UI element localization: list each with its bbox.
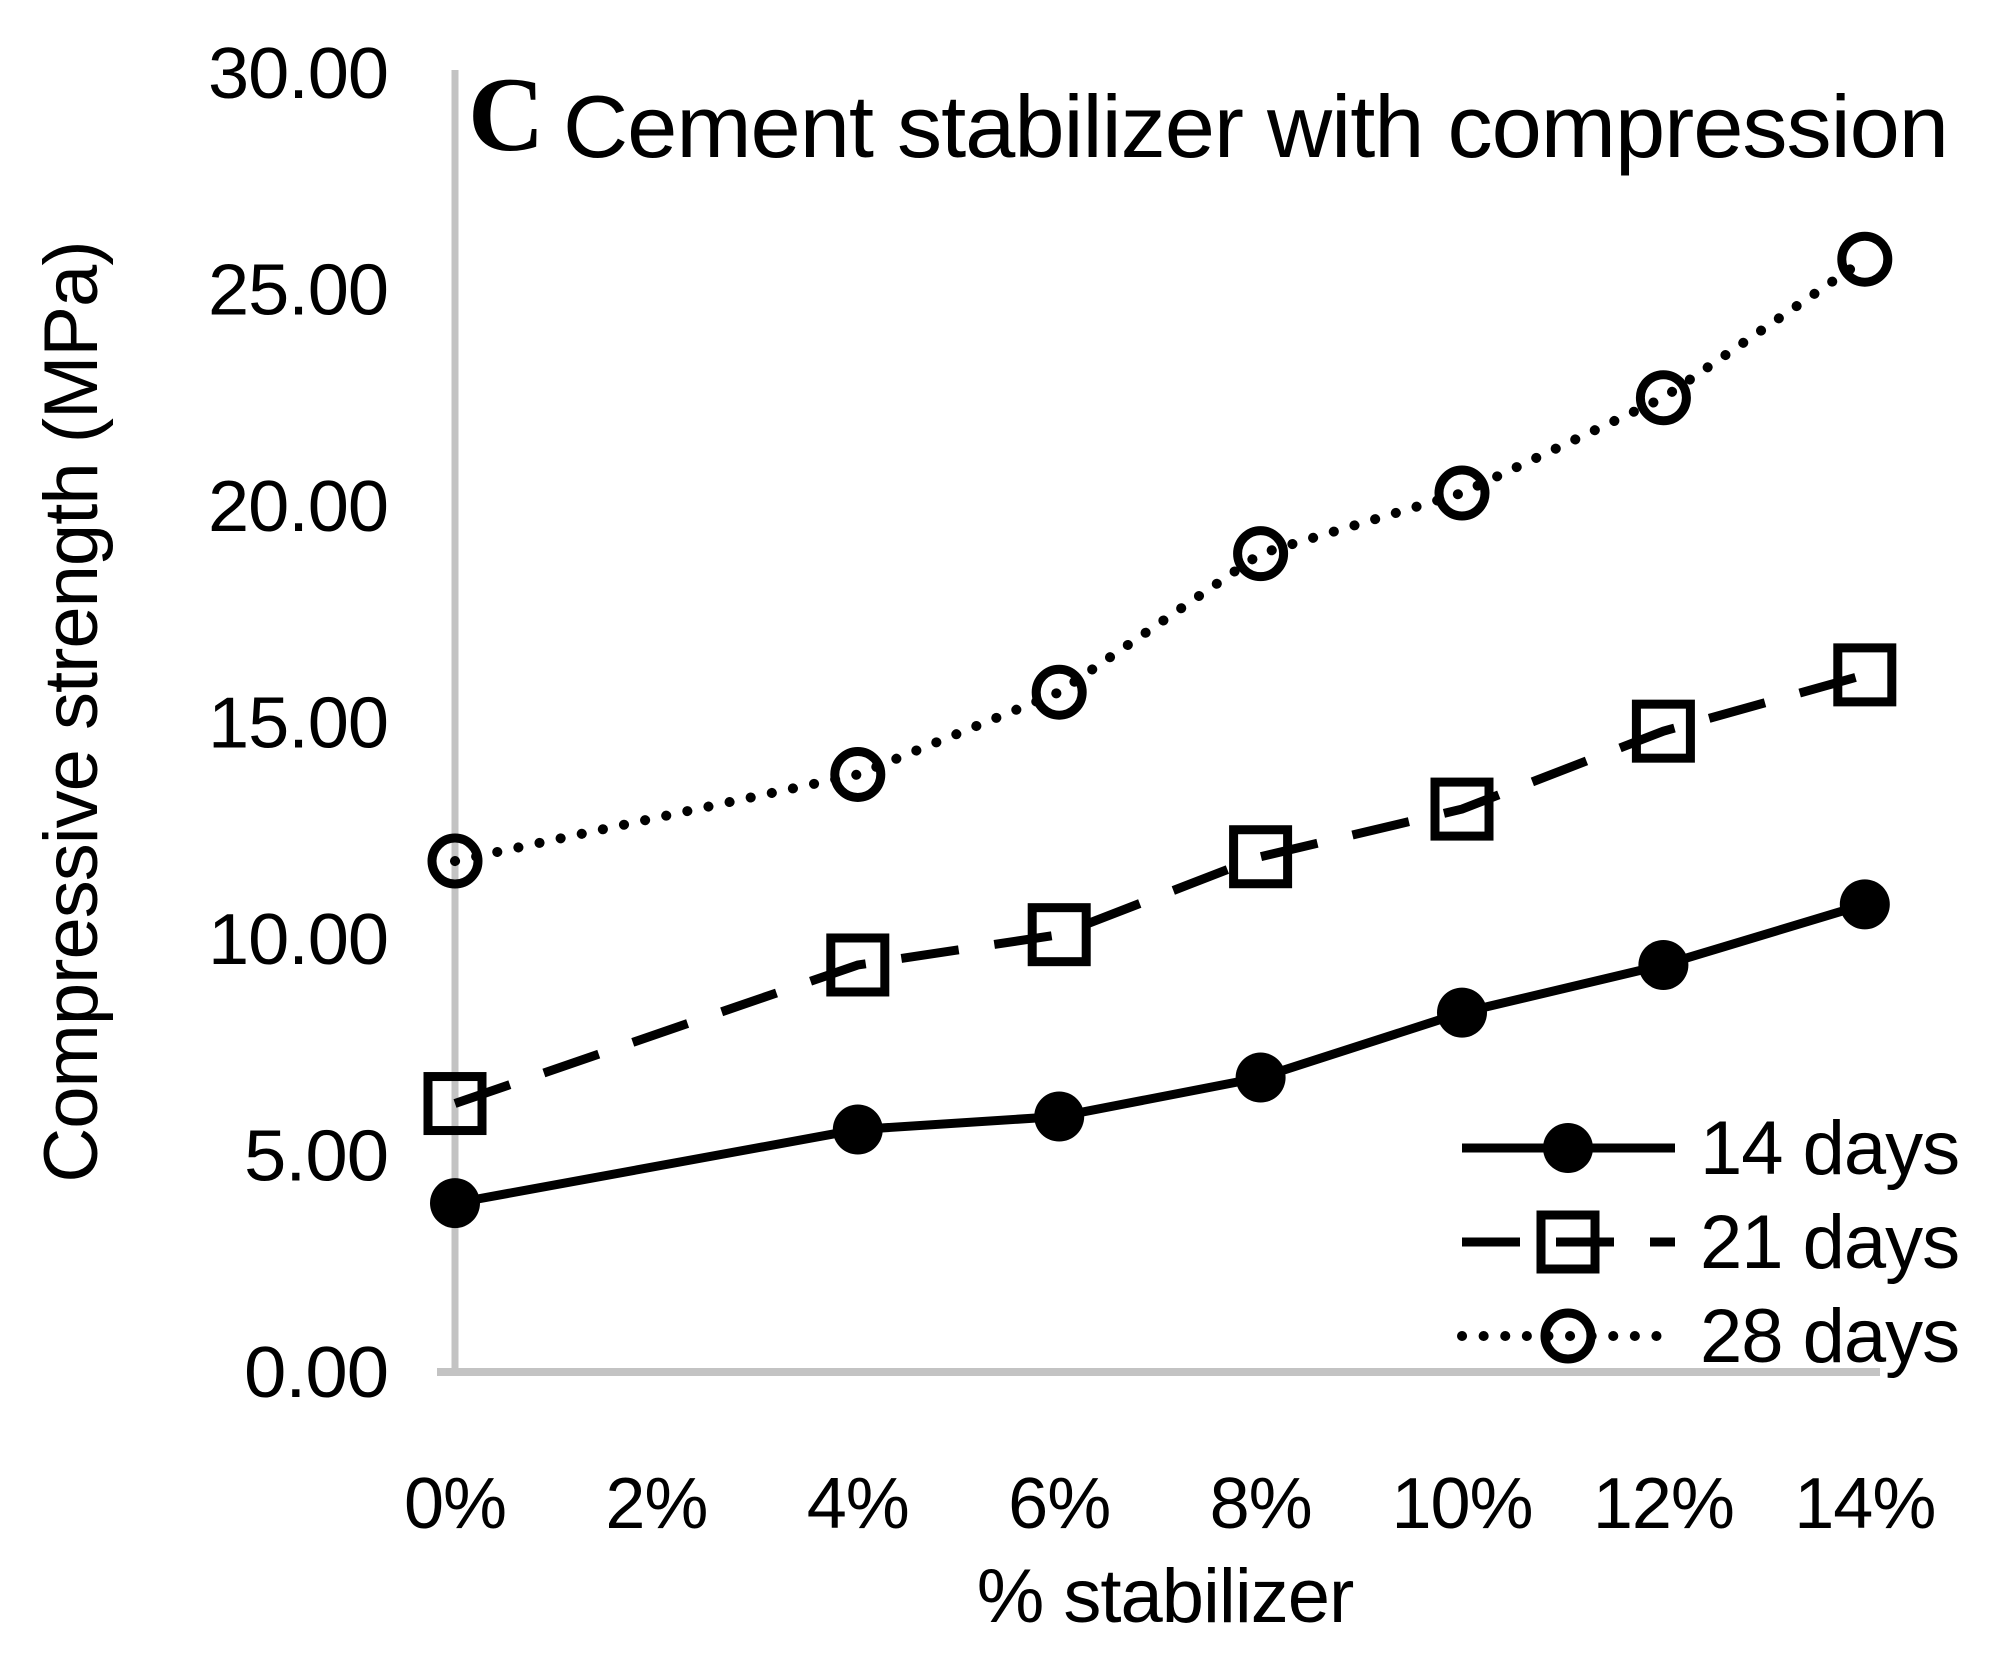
y-tick-label: 10.00 [208, 900, 388, 980]
x-tick-label: 2% [605, 1464, 707, 1544]
panel-label: C [468, 56, 545, 173]
data-point-14-days-4pct [832, 1104, 883, 1155]
ticks-layer: 30.00 25.00 20.00 15.00 10.00 5.00 0.000% 2% 4% 6… [208, 34, 1936, 1544]
data-point-21-days-10pct [1430, 777, 1494, 841]
data-point-14-days-12pct [1638, 939, 1689, 990]
series-line-28-days [450, 254, 1870, 867]
chart-title: Cement stabilizer with compression [563, 77, 1948, 176]
y-tick-label: 20.00 [208, 467, 388, 547]
y-tick-label: 30.00 [208, 34, 388, 114]
data-point-14-days-10pct [1437, 987, 1487, 1038]
y-tick-label: 5.00 [244, 1117, 388, 1197]
data-point-28-days-6pct [1031, 664, 1087, 720]
legend-label-14-days: 14 days [1700, 1106, 1959, 1191]
legend-marker-28-days [1540, 1308, 1596, 1364]
x-tick-label: 4% [807, 1464, 909, 1544]
legend-label-28-days: 28 days [1700, 1294, 1959, 1379]
axes-layer [437, 70, 1880, 1376]
data-point-21-days-4pct [826, 933, 890, 997]
legend: 14 days 21 days 28 days [1457, 1106, 1960, 1379]
series-line-21-days [453, 670, 1867, 1108]
data-point-28-days-10pct [1434, 465, 1490, 521]
data-point-28-days-12pct [1635, 370, 1691, 426]
x-tick-label: 8% [1210, 1464, 1312, 1544]
x-tick-label: 12% [1593, 1464, 1734, 1544]
y-tick-label: 25.00 [208, 251, 388, 331]
data-point-28-days-4pct [830, 746, 886, 802]
x-tick-label: 6% [1008, 1464, 1110, 1544]
data-point-14-days-8pct [1235, 1052, 1286, 1103]
x-tick-label: 0% [404, 1464, 506, 1544]
data-point-28-days-8pct [1233, 526, 1289, 582]
data-point-14-days-14pct [1839, 879, 1890, 930]
data-point-21-days-14pct [1833, 643, 1897, 707]
x-tick-label: 10% [1391, 1464, 1532, 1544]
data-point-28-days-0pct [427, 833, 483, 889]
series-layer [423, 231, 1897, 1229]
data-point-21-days-12pct [1631, 699, 1695, 763]
data-point-21-days-0pct [423, 1072, 487, 1136]
legend-label-21-days: 21 days [1700, 1200, 1959, 1285]
data-point-21-days-6pct [1027, 903, 1091, 967]
y-tick-label: 15.00 [208, 684, 388, 764]
data-point-21-days-8pct [1229, 825, 1293, 889]
y-axis-title: Compressive strength (MPa) [29, 241, 114, 1182]
legend-marker-21-days [1536, 1210, 1600, 1274]
data-point-14-days-6pct [1034, 1091, 1085, 1142]
legend-marker-14-days [1543, 1123, 1593, 1173]
data-point-28-days-14pct [1837, 231, 1893, 287]
x-tick-label: 14% [1794, 1464, 1935, 1544]
x-axis-title: % stabilizer [977, 1554, 1354, 1639]
y-tick-label: 0.00 [244, 1333, 388, 1413]
data-point-14-days-0pct [430, 1178, 480, 1229]
legend-marks [1457, 1123, 1680, 1364]
